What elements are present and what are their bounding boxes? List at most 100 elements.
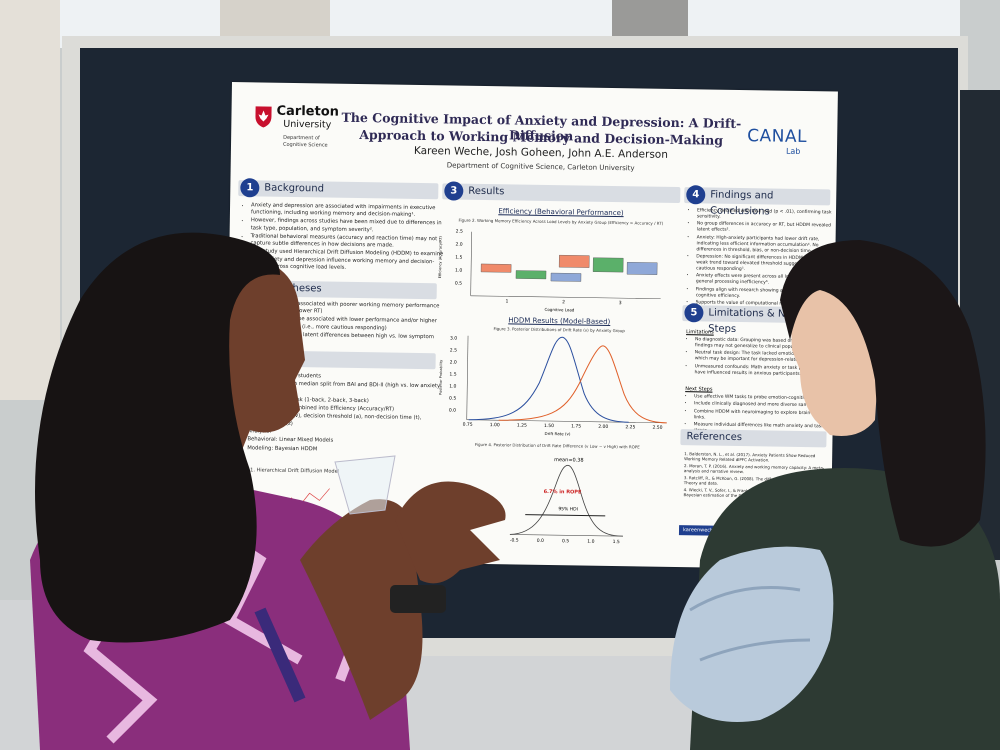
ddm-figure bbox=[243, 488, 424, 541]
section-number: 5 bbox=[684, 303, 704, 323]
section-title: Method bbox=[261, 352, 300, 365]
list-item: Anxiety and depression are associated wi… bbox=[251, 202, 447, 219]
list-item: Neutral task design: The task lacked emo… bbox=[695, 351, 835, 365]
logo-shield bbox=[255, 106, 272, 128]
list-item: 3. Ratcliff, R., & McKoon, G. (2008). Th… bbox=[683, 475, 815, 487]
y-axis-label: Efficiency (Accuracy/RT) bbox=[438, 236, 443, 279]
tick-label: -0.5 bbox=[509, 538, 519, 544]
figure-title: Efficiency (Behavioral Performance) bbox=[498, 207, 624, 218]
tick-label: 2.0 bbox=[449, 360, 457, 366]
logo-name: Carleton bbox=[276, 103, 340, 120]
bullet-list: 27 undergraduate studentsGrouped based o… bbox=[238, 372, 444, 456]
section-number: 2 bbox=[238, 278, 258, 298]
figure-caption: Fig. 1. Hierarchical Drift Diffusion Mod… bbox=[239, 467, 340, 475]
tick-label: 2.5 bbox=[449, 348, 458, 354]
tick-label: 2.5 bbox=[455, 229, 463, 235]
list-item: HDDM: drift rate (v), decision threshold… bbox=[248, 413, 444, 430]
list-item: Efficiency declined with task load (p < … bbox=[697, 208, 837, 222]
list-item: Anxiety would be associated with poorer … bbox=[249, 300, 445, 317]
list-item: HDDM would reveal latent differences bet… bbox=[249, 331, 445, 348]
tick-label: 2 bbox=[562, 300, 566, 306]
lab-logo-sub: Lab bbox=[785, 146, 801, 156]
affiliation: Department of Cognitive Science, Carleto… bbox=[446, 161, 635, 173]
tick-label: 0.5 bbox=[449, 396, 457, 402]
tick-label: 1 bbox=[505, 299, 509, 305]
tick-label: 0.75 bbox=[462, 422, 473, 428]
tick-label: 0.0 bbox=[536, 538, 544, 544]
bullet-list: Anxiety would be associated with poorer … bbox=[240, 300, 446, 350]
y-axis-label: Posterior Probability bbox=[438, 359, 444, 395]
tick-label: 2.25 bbox=[625, 425, 636, 431]
section-title: References bbox=[686, 431, 743, 444]
list-item: Depression: No significant differences i… bbox=[696, 254, 836, 274]
tick-label: 1.5 bbox=[455, 255, 463, 261]
lab-logo: CANAL bbox=[747, 126, 808, 148]
bullet-list: No diagnostic data: Grouping was based o… bbox=[685, 337, 835, 379]
reference-list: 1. Balderston, N. L., et al. (2017). Anx… bbox=[682, 451, 827, 501]
bullet-list: Anxiety and depression are associated wi… bbox=[241, 202, 447, 274]
next-board bbox=[960, 90, 1000, 560]
section-title: Background bbox=[264, 182, 325, 195]
list-item: However, findings across studies have be… bbox=[251, 218, 447, 235]
tick-label: 1.50 bbox=[543, 423, 555, 430]
tick-label: 0.5 bbox=[561, 539, 570, 545]
section-header: Method bbox=[235, 350, 436, 370]
section-number: 3 bbox=[444, 181, 464, 201]
section-number: 1 bbox=[240, 178, 260, 198]
tick-label: 2.0 bbox=[455, 242, 463, 248]
tick-label: 1.0 bbox=[587, 539, 595, 545]
list-item: Traditional behavioral measures (accurac… bbox=[250, 233, 446, 250]
list-item: This study used Hierarchical Drift Diffu… bbox=[250, 249, 446, 273]
list-item: No group differences in accuracy or RT, … bbox=[697, 222, 837, 236]
section-number: 4 bbox=[686, 185, 706, 205]
tick-label: 1.00 bbox=[489, 423, 500, 429]
section-header: 5 Limitations & Next Steps bbox=[682, 303, 829, 335]
density-figure bbox=[466, 335, 667, 424]
annotation: mean=0.38 bbox=[554, 457, 584, 464]
tick-label: 2.50 bbox=[652, 425, 663, 431]
section-header: 2 Hypotheses bbox=[236, 278, 437, 300]
subheading: Limitations bbox=[686, 329, 714, 336]
tick-label: 0.0 bbox=[448, 408, 457, 414]
list-item: Anxiety effects were present across all … bbox=[696, 274, 836, 288]
logo-name2: University bbox=[283, 118, 332, 131]
tick-label: 2.00 bbox=[598, 424, 609, 430]
subheading: Next Steps bbox=[685, 386, 713, 393]
annotation: 95% HDI bbox=[558, 507, 578, 513]
tick-label: 3 bbox=[618, 301, 622, 307]
section-header: References bbox=[680, 429, 827, 448]
contact: kareenweche@cmail.carleton.ca bbox=[678, 525, 794, 537]
tick-label: 1.0 bbox=[449, 384, 457, 390]
list-item: No diagnostic data: Grouping was based o… bbox=[695, 337, 835, 351]
poster: Carleton University Department of Cognit… bbox=[224, 82, 838, 570]
boxplot-figure bbox=[470, 231, 661, 300]
tick-label: 1.5 bbox=[612, 540, 620, 546]
figure-caption: Figure 4. Posterior Distribution of Drif… bbox=[474, 441, 640, 450]
annotation: 6.7% in ROPE bbox=[543, 488, 582, 496]
section-title: Results bbox=[468, 185, 505, 198]
list-item: Unmeasured confounds: Math anxiety or ta… bbox=[694, 364, 834, 378]
list-item: Grouped based on median split from BAI a… bbox=[248, 381, 444, 398]
list-item: 1. Balderston, N. L., et al. (2017). Anx… bbox=[684, 451, 816, 463]
list-item: Combine HDDM with neuroimaging to explor… bbox=[694, 409, 834, 423]
section-header: 4 Findings and Conclusions bbox=[684, 185, 831, 217]
y-tick-labels: 3.0 2.5 2.0 1.5 1.0 0.5 0.0 bbox=[449, 333, 460, 417]
list-item: 4. Wiecki, T. V., Sofer, I., & Frank, M.… bbox=[683, 487, 816, 500]
list-item: 2. Moran, T. P. (2016). Anxiety and work… bbox=[683, 463, 825, 475]
list-item: Anxiety: High-anxiety participants had l… bbox=[696, 235, 836, 255]
section-title: Limitations & Next Steps bbox=[708, 307, 802, 335]
logo-dept: Department of bbox=[283, 134, 320, 142]
list-item: Depression would be associated with lowe… bbox=[249, 316, 445, 333]
bullet-list: Efficiency declined with task load (p < … bbox=[686, 208, 837, 316]
list-item: Modeling: Bayesian HDDM bbox=[247, 445, 443, 455]
tick-label: 3.0 bbox=[449, 336, 458, 342]
tick-label: 1.0 bbox=[455, 268, 463, 274]
section-title: Hypotheses bbox=[262, 282, 322, 295]
section-header: 3 Results bbox=[442, 181, 681, 204]
logo-dept: Cognitive Science bbox=[282, 141, 328, 149]
wall-panel bbox=[0, 0, 60, 400]
section-header: 1 Background bbox=[238, 178, 439, 200]
tick-label: 0.5 bbox=[454, 281, 463, 287]
difference-figure bbox=[509, 464, 623, 537]
